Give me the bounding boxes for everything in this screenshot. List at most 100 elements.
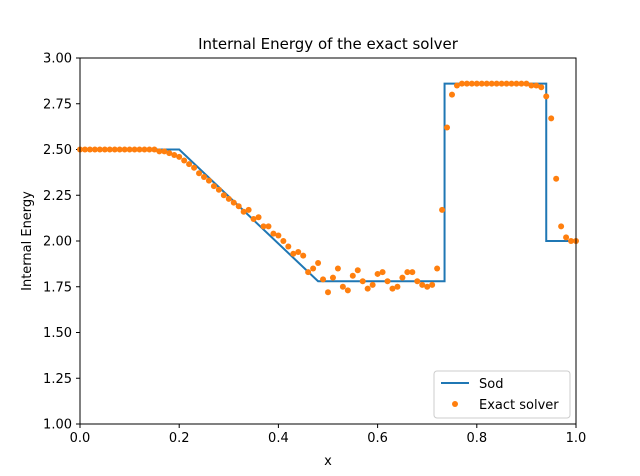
exact-solver-point	[111, 146, 118, 153]
sod-series-line	[80, 82, 576, 283]
exact-solver-point	[101, 146, 108, 153]
exact-solver-point	[191, 164, 198, 171]
exact-solver-point	[285, 243, 292, 250]
exact-solver-point	[146, 146, 153, 153]
exact-solver-point	[493, 80, 500, 87]
exact-solver-point	[444, 124, 451, 131]
y-axis-label: Internal Energy	[20, 191, 35, 291]
exact-solver-point	[86, 146, 93, 153]
exact-solver-point	[359, 278, 366, 285]
exact-solver-point	[325, 289, 331, 296]
exact-solver-point	[523, 80, 530, 87]
exact-solver-point	[81, 146, 88, 153]
exact-solver-point	[399, 274, 406, 281]
exact-solver-point	[364, 285, 371, 292]
exact-solver-point	[453, 82, 460, 89]
exact-solver-point	[280, 238, 287, 244]
exact-solver-point	[255, 214, 262, 221]
exact-solver-point	[439, 206, 446, 213]
exact-solver-point	[404, 269, 411, 276]
exact-solver-point	[354, 267, 361, 274]
exact-solver-point	[171, 151, 178, 158]
exact-solver-point	[116, 146, 123, 153]
y-tick-label: 3.00	[43, 52, 72, 67]
exact-solver-point	[156, 148, 163, 155]
exact-solver-point	[225, 195, 232, 202]
x-tick-label: 1.0	[566, 431, 587, 446]
x-tick-label: 0.4	[268, 431, 289, 446]
exact-solver-point	[503, 80, 510, 87]
exact-solver-point	[349, 272, 356, 279]
exact-solver-point	[498, 80, 505, 87]
x-axis-label: x	[324, 454, 332, 469]
exact-solver-point	[488, 80, 495, 87]
y-tick-label: 1.75	[43, 280, 72, 295]
exact-solver-point	[339, 283, 346, 290]
exact-solver-point	[96, 146, 103, 153]
exact-solver-point	[136, 146, 143, 153]
axes-frame	[79, 57, 577, 425]
exact-solver-point	[528, 82, 535, 89]
exact-solver-point	[538, 84, 545, 91]
exact-solver-point	[374, 270, 381, 277]
exact-solver-point	[483, 80, 490, 87]
exact-solver-point	[468, 80, 475, 87]
exact-solver-point	[275, 232, 282, 239]
exact-solver-point	[320, 276, 327, 283]
exact-solver-point	[394, 283, 401, 290]
exact-solver-point	[220, 192, 227, 199]
exact-solver-point	[553, 175, 560, 182]
exact-solver-point	[181, 157, 188, 164]
exact-solver-point	[141, 146, 148, 153]
x-tick-label: 0.2	[169, 431, 190, 446]
exact-solver-point	[369, 281, 376, 288]
exact-solver-point	[201, 173, 207, 180]
x-tick-label: 0.0	[70, 431, 91, 446]
exact-solver-point	[478, 80, 485, 87]
exact-solver-point	[245, 206, 252, 213]
x-tick-label: 0.6	[367, 431, 388, 446]
exact-solver-point	[240, 208, 247, 215]
exact-solver-point	[305, 269, 312, 276]
exact-solver-point	[424, 283, 431, 290]
exact-solver-point	[121, 146, 128, 153]
exact-solver-point	[543, 93, 550, 100]
exact-solver-point	[131, 146, 138, 153]
exact-solver-point	[186, 161, 193, 168]
exact-solver-point	[290, 250, 297, 257]
exact-solver-point	[315, 259, 322, 266]
exact-solver-point	[513, 80, 520, 87]
exact-solver-point	[230, 199, 237, 206]
exact-solver-point	[414, 278, 421, 285]
exact-solver-point	[270, 230, 277, 237]
y-tick-label: 2.75	[43, 97, 72, 112]
exact-solver-point	[434, 265, 441, 272]
exact-solver-point	[176, 153, 183, 160]
exact-solver-point	[300, 252, 307, 259]
exact-solver-point	[429, 281, 436, 288]
exact-solver-point	[563, 234, 570, 241]
exact-solver-point	[548, 115, 555, 122]
exact-solver-point	[210, 183, 217, 190]
exact-solver-point	[166, 150, 173, 157]
exact-solver-point	[384, 278, 391, 285]
exact-solver-point	[558, 223, 565, 230]
exact-solver-point	[508, 80, 515, 87]
y-tick-label: 2.00	[43, 235, 72, 250]
y-tick-label: 2.25	[43, 189, 72, 204]
y-tick-label: 2.50	[43, 143, 72, 158]
exact-solver-point	[260, 223, 267, 230]
legend-exact-solver-marker	[452, 401, 458, 407]
exact-solver-point	[473, 80, 480, 87]
exact-solver-point	[409, 269, 416, 276]
legend-sod-label: Sod	[479, 377, 503, 392]
exact-solver-point	[329, 274, 336, 281]
y-tick-label: 1.50	[43, 326, 72, 341]
exact-solver-point	[91, 146, 98, 153]
exact-solver-point	[533, 82, 540, 89]
exact-solver-point	[235, 203, 242, 210]
exact-solver-point	[334, 265, 341, 272]
legend-exact-solver-label: Exact solver	[479, 398, 559, 413]
exact-solver-point	[126, 146, 133, 153]
